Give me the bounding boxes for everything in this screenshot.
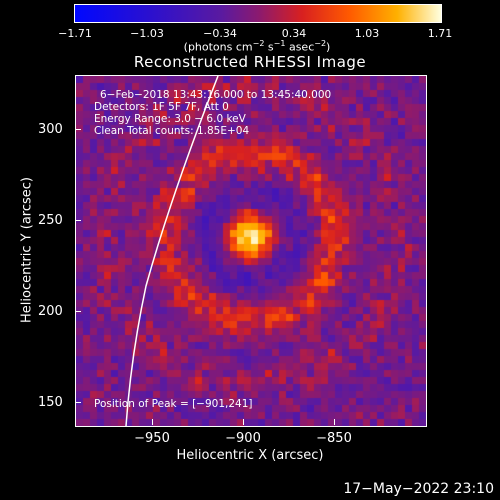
colorbar-tick: −0.34 [203, 27, 237, 40]
intensity-map [76, 76, 426, 426]
y-tick-label: 150 [38, 395, 63, 410]
colorbar-tick: 0.34 [281, 27, 307, 40]
colorbar-gradient [75, 5, 441, 22]
y-tick-label: 200 [38, 304, 63, 319]
x-tick-label: −900 [225, 431, 261, 446]
solar-limb-overlay [125, 76, 219, 426]
info-counts: Clean Total counts: 1.85E+04 [94, 125, 250, 137]
info-energy: Energy Range: 3.0 − 6.0 keV [94, 113, 246, 125]
y-tick-mark [75, 129, 81, 130]
peak-position: Position of Peak = [−901,241] [94, 398, 253, 410]
rhessi-image [75, 75, 427, 427]
colorbar [74, 4, 442, 23]
y-tick-label: 250 [38, 213, 63, 228]
x-tick-mark [334, 419, 335, 425]
colorbar-unit: (photons cm−2 s−1 asec−2) [183, 39, 331, 54]
y-tick-label: 300 [38, 122, 63, 137]
y-tick-mark [75, 220, 81, 221]
colorbar-tick: 1.71 [427, 27, 453, 40]
colorbar-tick: 1.03 [354, 27, 380, 40]
x-tick-mark [243, 419, 244, 425]
x-tick-label: −850 [316, 431, 352, 446]
info-detectors: Detectors: 1F 5F 7F, Att 0 [94, 101, 229, 113]
y-tick-mark [75, 311, 81, 312]
x-axis-label: Heliocentric X (arcsec) [176, 448, 324, 463]
x-tick-label: −950 [134, 431, 170, 446]
colorbar-tick: −1.03 [130, 27, 164, 40]
info-time-range: 6−Feb−2018 13:43:16.000 to 13:45:40.000 [100, 89, 332, 101]
y-tick-mark [75, 402, 81, 403]
x-tick-mark [152, 419, 153, 425]
image-title: Reconstructed RHESSI Image [133, 53, 367, 71]
colorbar-tick: −1.71 [58, 27, 92, 40]
timestamp: 17−May−2022 23:10 [343, 481, 494, 497]
solar-limb-line [125, 76, 219, 426]
y-axis-label: Heliocentric Y (arcsec) [19, 177, 35, 323]
